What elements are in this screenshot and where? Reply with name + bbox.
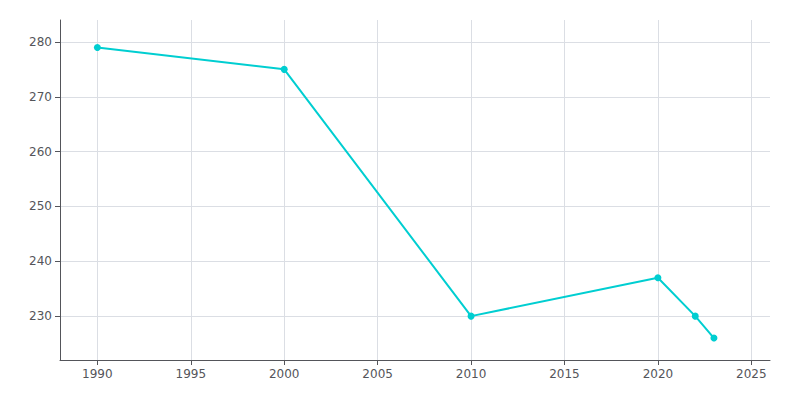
svg-text:280: 280 xyxy=(29,35,52,49)
svg-text:250: 250 xyxy=(29,199,52,213)
svg-text:2025: 2025 xyxy=(736,367,767,381)
svg-text:260: 260 xyxy=(29,145,52,159)
svg-text:1990: 1990 xyxy=(82,367,113,381)
svg-text:2015: 2015 xyxy=(549,367,580,381)
svg-text:2010: 2010 xyxy=(456,367,487,381)
svg-text:2020: 2020 xyxy=(643,367,674,381)
svg-text:1995: 1995 xyxy=(176,367,207,381)
svg-text:270: 270 xyxy=(29,90,52,104)
svg-text:230: 230 xyxy=(29,309,52,323)
svg-text:2005: 2005 xyxy=(362,367,393,381)
svg-text:240: 240 xyxy=(29,254,52,268)
svg-text:2000: 2000 xyxy=(269,367,300,381)
